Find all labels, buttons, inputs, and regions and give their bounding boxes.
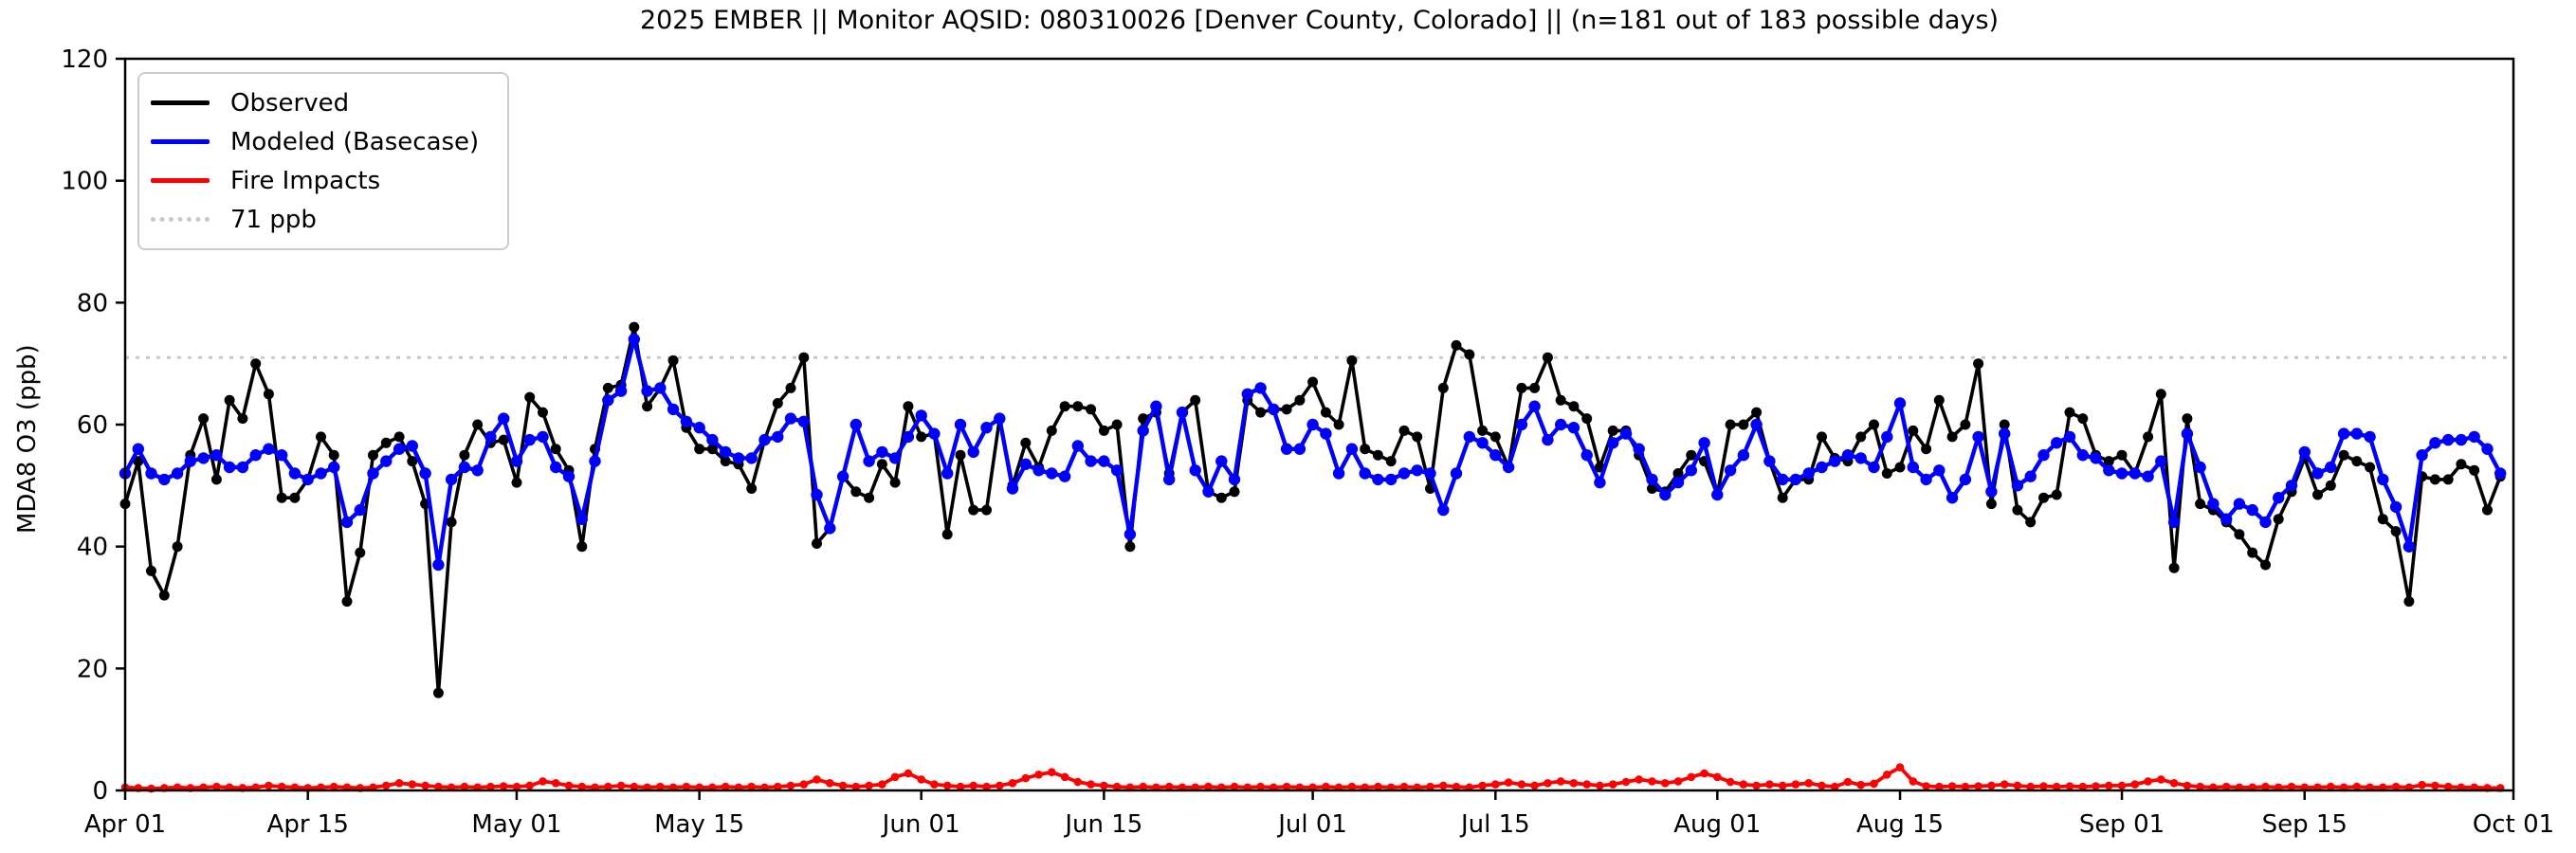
svg-text:Sep 01: Sep 01	[2079, 810, 2165, 839]
svg-text:60: 60	[77, 411, 108, 440]
svg-text:20: 20	[77, 655, 108, 683]
svg-text:Aug 01: Aug 01	[1673, 810, 1761, 839]
legend-label-threshold: 71 ppb	[230, 205, 317, 234]
svg-text:Jun 15: Jun 15	[1063, 810, 1142, 839]
svg-text:0: 0	[92, 777, 108, 806]
threshold-line-icon	[151, 217, 210, 222]
legend-label-modeled: Modeled (Basecase)	[230, 127, 480, 156]
svg-text:May 15: May 15	[654, 810, 744, 839]
svg-text:May 01: May 01	[471, 810, 561, 839]
chart-title: 2025 EMBER || Monitor AQSID: 080310026 […	[639, 6, 2000, 35]
svg-text:Aug 15: Aug 15	[1856, 810, 1944, 839]
svg-text:Apr 01: Apr 01	[84, 810, 166, 839]
legend-label-observed: Observed	[230, 88, 350, 118]
legend-item-observed: Observed	[151, 83, 494, 122]
legend-item-threshold: 71 ppb	[151, 200, 494, 239]
svg-text:80: 80	[77, 289, 108, 318]
svg-text:Jul 01: Jul 01	[1276, 810, 1347, 839]
svg-text:120: 120	[61, 45, 108, 74]
legend-item-fire: Fire Impacts	[151, 161, 494, 200]
svg-text:40: 40	[77, 534, 108, 562]
legend-item-modeled: Modeled (Basecase)	[151, 122, 494, 161]
svg-text:Jun 01: Jun 01	[881, 810, 960, 839]
observed-line-icon	[151, 100, 210, 105]
svg-text:100: 100	[61, 168, 108, 196]
svg-text:Oct 01: Oct 01	[2473, 810, 2554, 839]
fire-line-icon	[151, 178, 210, 183]
svg-text:Apr 15: Apr 15	[267, 810, 349, 839]
svg-text:Sep 15: Sep 15	[2262, 810, 2348, 839]
legend-label-fire: Fire Impacts	[230, 166, 381, 195]
legend: Observed Modeled (Basecase) Fire Impacts…	[137, 72, 509, 250]
modeled-line-icon	[151, 139, 210, 144]
svg-text:Jul 15: Jul 15	[1459, 810, 1530, 839]
